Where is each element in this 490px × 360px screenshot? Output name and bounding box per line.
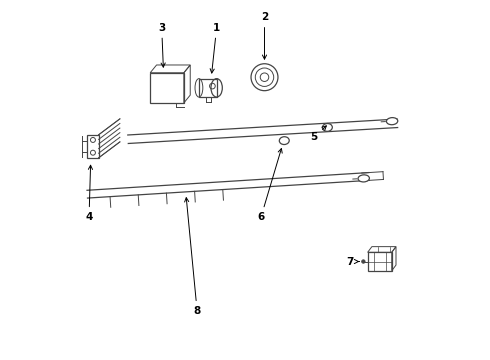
Ellipse shape [322,123,332,131]
Ellipse shape [279,137,289,144]
Text: 8: 8 [185,198,201,316]
Text: 2: 2 [261,12,268,59]
Text: 4: 4 [85,165,93,222]
Ellipse shape [358,175,369,182]
Text: 7: 7 [346,257,359,266]
Text: 3: 3 [158,23,165,67]
Circle shape [362,260,365,263]
Ellipse shape [387,118,398,125]
Text: 6: 6 [257,149,282,222]
Text: 5: 5 [311,126,326,143]
Text: 1: 1 [210,23,221,73]
